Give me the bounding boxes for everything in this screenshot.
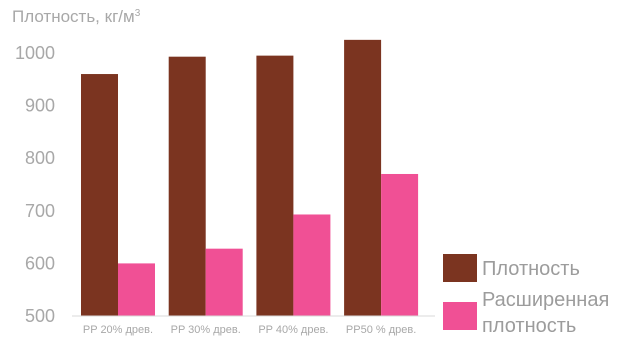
bar-density-2 (168, 56, 206, 316)
bar-expanded-density-3 (293, 214, 331, 316)
y-tick-label: 900 (25, 96, 55, 116)
legend-label: Расширенная (482, 289, 609, 311)
legend-label: Плотность (482, 258, 580, 280)
bar-expanded-density-2 (205, 248, 243, 316)
y-axis-ticks: 500 600 700 800 900 1000 (15, 43, 55, 326)
y-tick-label: 600 (25, 253, 55, 273)
bar-expanded-density-4 (381, 173, 419, 316)
bar-density-4 (344, 39, 382, 316)
y-axis-label-superscript: 3 (135, 8, 141, 19)
y-axis-label: Плотность, кг/м3 (12, 7, 141, 26)
legend-swatch-expanded-density (443, 302, 477, 330)
y-tick-label: 800 (25, 148, 55, 168)
y-tick-label: 500 (25, 306, 55, 326)
x-tick-label: PP 40% древ. (258, 324, 328, 336)
legend: Плотность Расширенная плотность (443, 254, 609, 337)
y-tick-label: 1000 (15, 43, 55, 63)
y-tick-label: 700 (25, 201, 55, 221)
legend-label: плотность (482, 315, 576, 337)
x-tick-label: PP50 % древ. (346, 324, 416, 336)
bar-density-3 (256, 55, 294, 316)
legend-swatch-density (443, 254, 477, 282)
x-tick-label: PP 20% древ. (83, 324, 153, 336)
bars (81, 39, 419, 316)
x-axis-ticks: PP 20% древ. PP 30% древ. PP 40% древ. PP50… (83, 324, 416, 336)
x-tick-label: PP 30% древ. (171, 324, 241, 336)
bar-expanded-density-1 (118, 263, 155, 316)
bar-density-1 (81, 74, 118, 316)
